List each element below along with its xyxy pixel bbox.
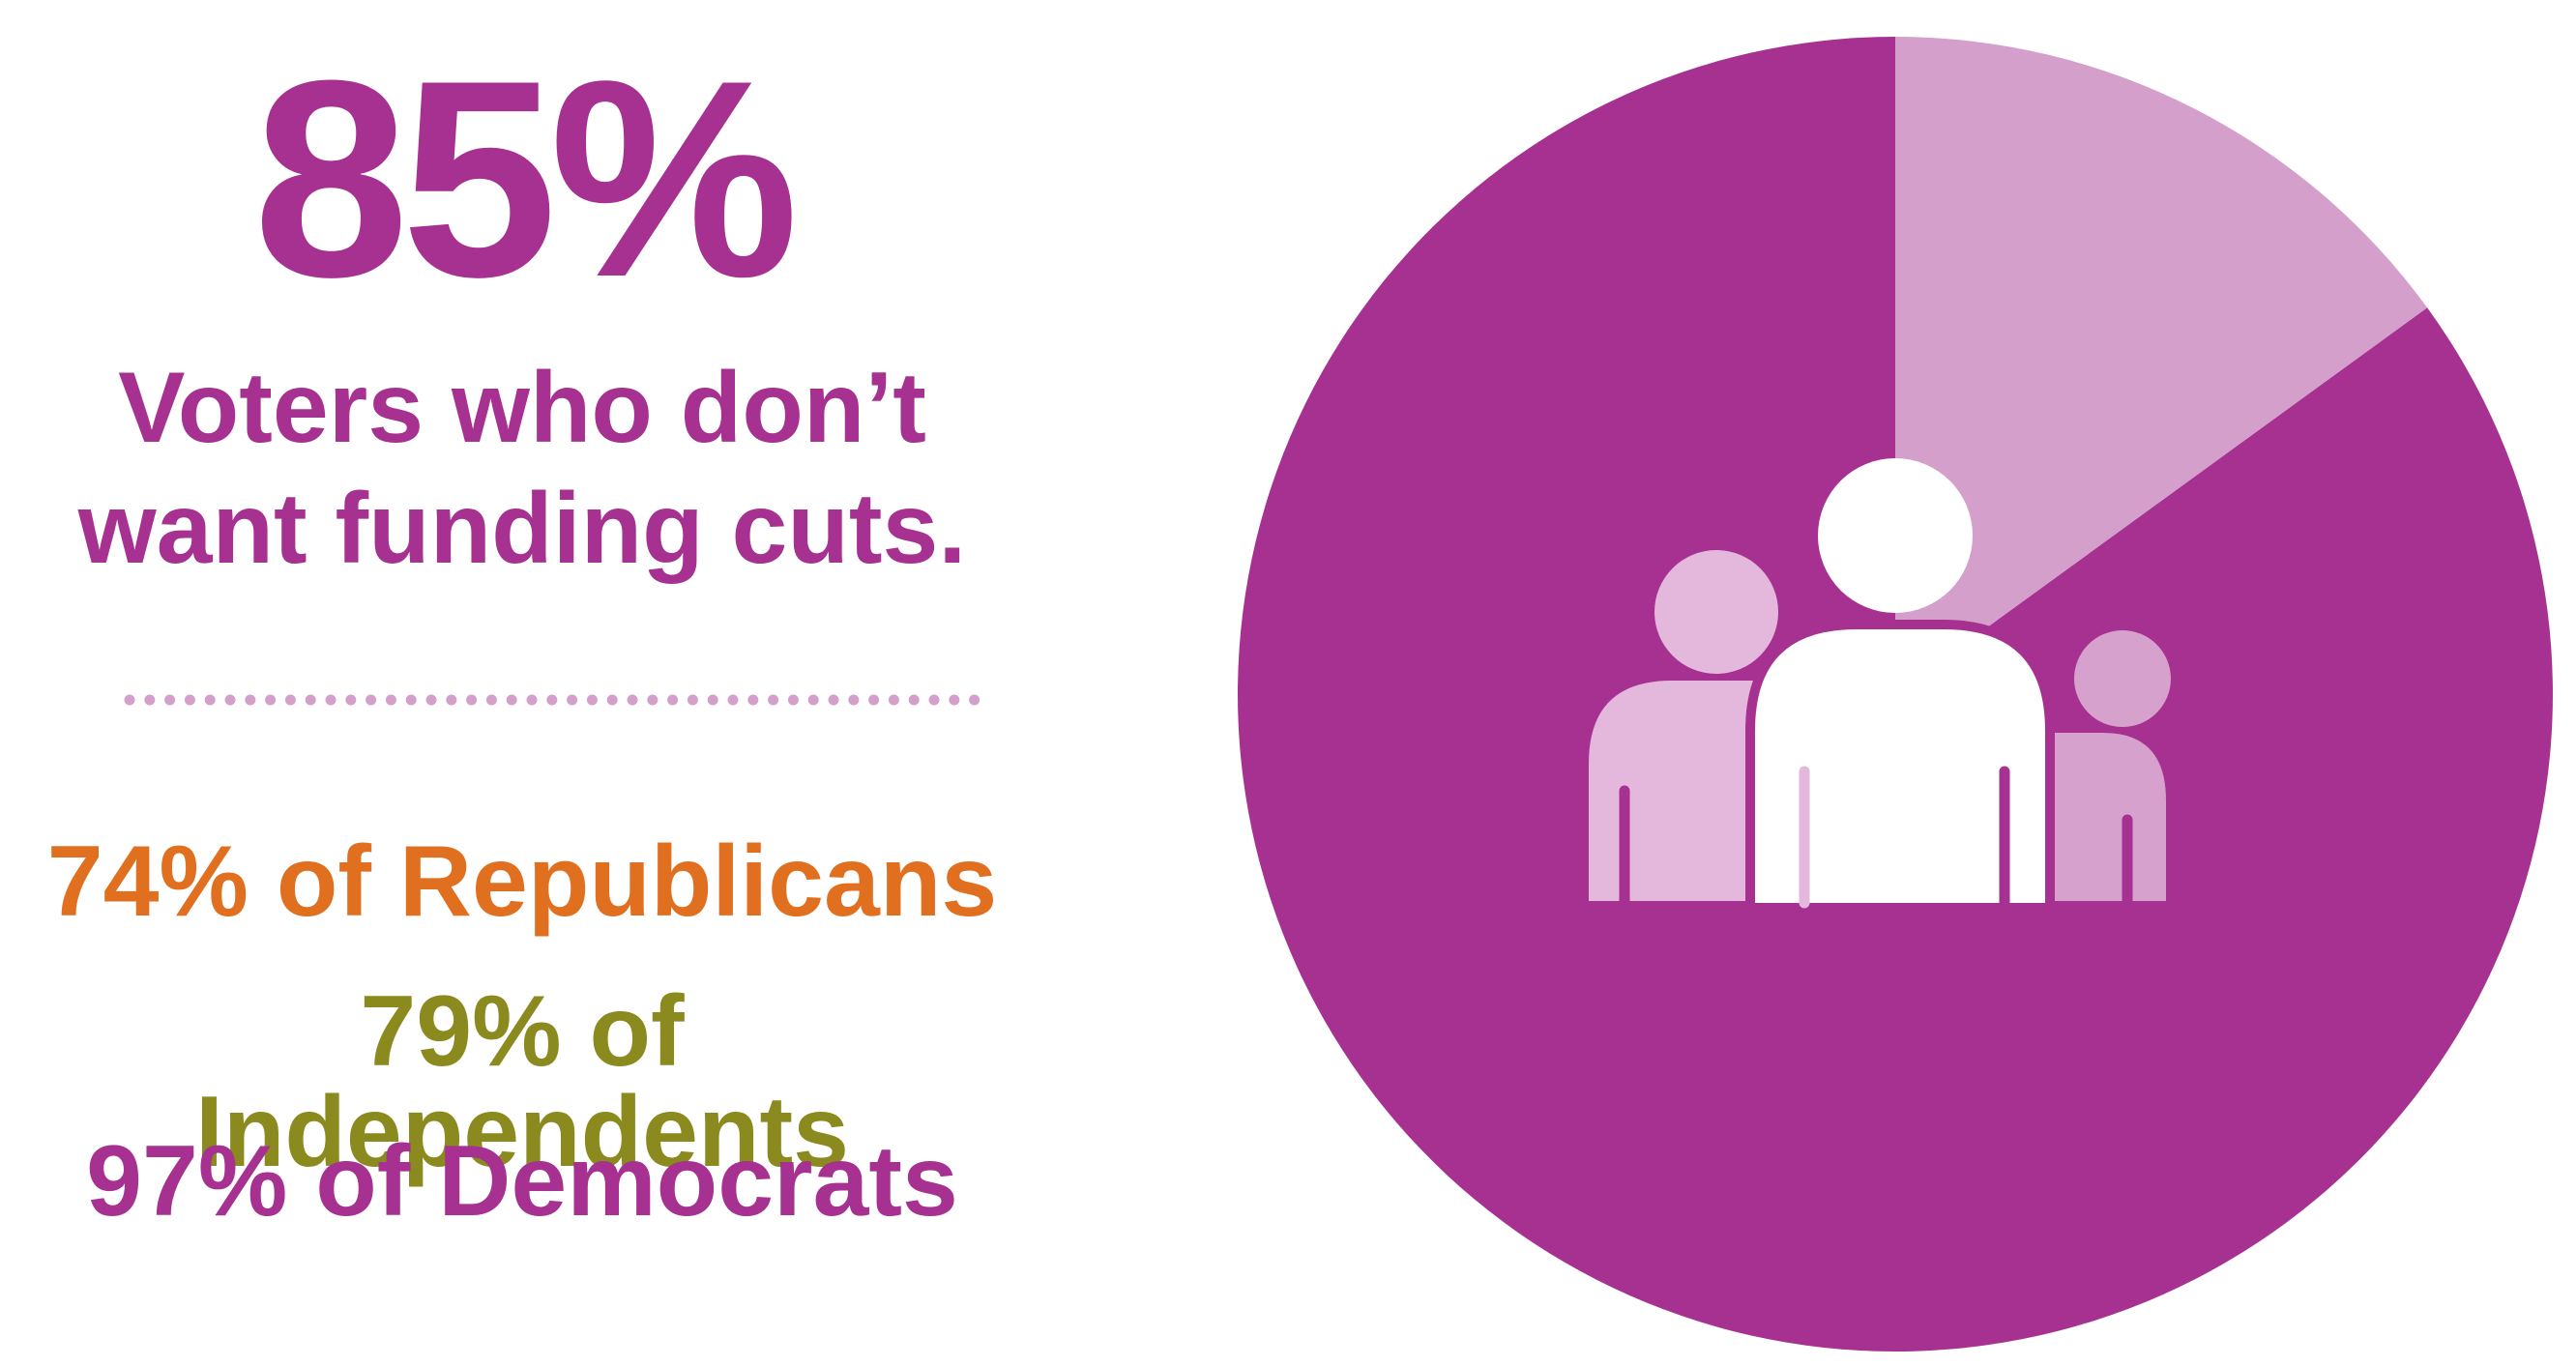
divider-dot xyxy=(828,694,839,706)
divider-dot xyxy=(265,694,277,706)
divider-dot xyxy=(627,694,638,706)
divider-dot xyxy=(586,694,598,706)
pie-slice-minority xyxy=(1895,37,2428,694)
divider-dot xyxy=(969,694,981,706)
divider-dot xyxy=(747,694,759,706)
divider-dot xyxy=(184,694,195,706)
divider-dot xyxy=(385,694,396,706)
pie-chart xyxy=(1238,37,2553,1352)
divider-dot xyxy=(204,694,216,706)
headline-caption: Voters who don’t want funding cuts. xyxy=(39,348,1006,590)
arm-lines xyxy=(1619,620,2133,909)
divider-dot xyxy=(949,694,960,706)
divider-dot xyxy=(727,694,739,706)
divider-dot xyxy=(425,694,437,706)
divider-dot xyxy=(567,694,578,706)
headline-caption-line-1: Voters who don’t xyxy=(118,352,926,464)
divider-dot xyxy=(807,694,819,706)
headline-percentage: 85% xyxy=(252,22,799,335)
divider-dot xyxy=(848,694,860,706)
divider-dot xyxy=(647,694,659,706)
divider-dot xyxy=(485,694,497,706)
divider-dot xyxy=(345,694,357,706)
center-person-outline xyxy=(1745,620,2055,903)
stats-panel: 85% Voters who don’t want funding cuts. … xyxy=(39,0,1006,1361)
divider-dot xyxy=(667,694,679,706)
divider-dot xyxy=(506,694,517,706)
democrats-stat: 97% of Democrats xyxy=(86,1125,958,1237)
divider-dot xyxy=(446,694,457,706)
divider-dot xyxy=(325,694,337,706)
headline-caption-line-2: want funding cuts. xyxy=(77,472,967,585)
pie-chart-container xyxy=(1228,27,2562,1361)
divider-dot xyxy=(144,694,156,706)
divider-dot xyxy=(768,694,779,706)
divider-dot xyxy=(224,694,236,706)
divider-dot xyxy=(164,694,176,706)
divider-dot xyxy=(868,694,880,706)
divider-dot xyxy=(366,694,377,706)
divider-dot xyxy=(284,694,296,706)
divider-dot xyxy=(546,694,558,706)
person-center-icon xyxy=(1750,458,2050,903)
republicans-stat: 74% of Republicans xyxy=(46,826,998,938)
divider-dot xyxy=(305,694,316,706)
divider-dot xyxy=(245,694,256,706)
independents-stat: 79% of Independents xyxy=(194,975,850,1188)
divider-dot xyxy=(687,694,698,706)
divider-dot xyxy=(526,694,538,706)
divider-dot xyxy=(888,694,899,706)
dotted-divider xyxy=(124,694,981,706)
divider-dot xyxy=(707,694,718,706)
person-right-icon xyxy=(2040,630,2171,901)
divider-dot xyxy=(466,694,478,706)
divider-dot xyxy=(908,694,920,706)
divider-dot xyxy=(405,694,417,706)
group-of-people-icon xyxy=(1589,458,2171,909)
divider-dot xyxy=(606,694,618,706)
divider-dot xyxy=(124,694,135,706)
divider-dot xyxy=(787,694,799,706)
divider-dot xyxy=(928,694,940,706)
